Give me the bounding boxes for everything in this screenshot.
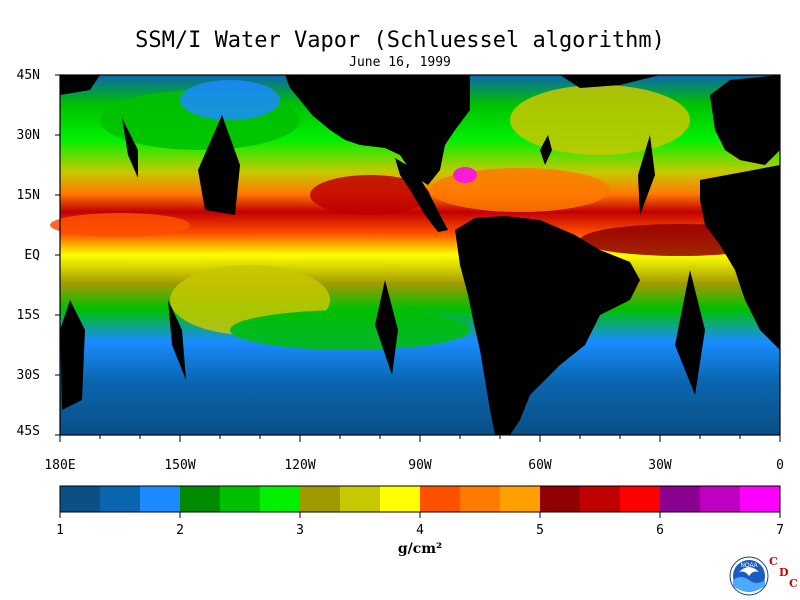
lon-label-150w: 150W — [164, 458, 196, 473]
colorbar-ticks — [59, 512, 781, 518]
lat-label-30s: 30S — [16, 368, 40, 383]
colorbar-label-6: 6 — [656, 523, 664, 538]
colorbar-swatch — [420, 486, 461, 512]
colorbar-label-1: 1 — [56, 523, 64, 538]
colorbar-swatch — [620, 486, 661, 512]
colorbar-swatch — [540, 486, 581, 512]
lat-label-15s: 15S — [16, 308, 40, 323]
cdc-letter-c2: C — [789, 577, 798, 590]
asia-edge — [60, 75, 100, 95]
colorbar — [59, 485, 781, 513]
patch-nw-blue — [180, 80, 280, 120]
swath-8 — [540, 135, 552, 165]
lat-label-45s: 45S — [16, 424, 40, 439]
swath-5 — [375, 280, 398, 375]
lon-label-30w: 30W — [648, 458, 672, 473]
colorbar-units: g/cm² — [397, 541, 443, 557]
colorbar-swatch — [700, 486, 741, 512]
colorbar-label-7: 7 — [776, 523, 784, 538]
cdc-logo: C D C — [769, 555, 799, 595]
patch-pink — [453, 167, 477, 183]
colorbar-swatch — [300, 486, 341, 512]
swath-7 — [638, 135, 655, 215]
colorbar-swatch — [260, 486, 301, 512]
south-america — [455, 216, 640, 435]
patch-east-pacific — [310, 175, 430, 215]
colorbar-label-4: 4 — [416, 523, 424, 538]
colorbar-label-2: 2 — [176, 523, 184, 538]
cdc-letter-c1: C — [769, 555, 778, 568]
cdc-letter-d: D — [779, 566, 789, 579]
colorbar-swatch — [460, 486, 501, 512]
north-america — [285, 75, 470, 185]
colorbar-swatch — [380, 486, 421, 512]
colorbar-swatch — [220, 486, 261, 512]
lon-label-60w: 60W — [528, 458, 552, 473]
chart-title: SSM/I Water Vapor (Schluessel algorithm) — [135, 28, 665, 53]
colorbar-swatch — [100, 486, 141, 512]
colorbar-swatch — [660, 486, 701, 512]
colorbar-swatch — [500, 486, 541, 512]
lon-label-120w: 120W — [284, 458, 316, 473]
africa — [700, 165, 780, 350]
lon-label-0: 0 — [776, 458, 784, 473]
patch-north-atl — [510, 85, 690, 155]
missing-data-swaths — [60, 115, 705, 410]
lat-label-15n: 15N — [16, 188, 40, 203]
colorbar-swatch — [60, 486, 101, 512]
swath-2 — [122, 118, 138, 178]
colorbar-swatch — [180, 486, 221, 512]
swath-4 — [168, 300, 186, 380]
colorbar-swatch — [740, 486, 781, 512]
lon-label-90w: 90W — [408, 458, 432, 473]
greenland — [560, 75, 660, 88]
land — [60, 75, 780, 435]
swath-6 — [675, 270, 705, 395]
patch-west-pacific — [50, 213, 190, 237]
swath-1 — [198, 115, 240, 215]
swath-3 — [60, 300, 85, 410]
patch-green-south — [230, 310, 470, 350]
central-america — [395, 158, 448, 232]
colorbar-swatch — [580, 486, 621, 512]
lat-label-eq: EQ — [24, 248, 40, 263]
colorbar-swatch — [340, 486, 381, 512]
colorbar-label-5: 5 — [536, 523, 544, 538]
colorbar-swatch — [140, 486, 181, 512]
lat-label-30n: 30N — [16, 128, 40, 143]
colorbar-label-3: 3 — [296, 523, 304, 538]
lat-label-45n: 45N — [16, 68, 40, 83]
chart-date: June 16, 1999 — [349, 55, 451, 70]
europe — [710, 75, 780, 165]
lon-label-180e: 180E — [44, 458, 76, 473]
noaa-logo-text: NOAA — [740, 563, 757, 569]
axis-ticks — [55, 74, 781, 442]
noaa-logo: NOAA — [729, 556, 769, 596]
